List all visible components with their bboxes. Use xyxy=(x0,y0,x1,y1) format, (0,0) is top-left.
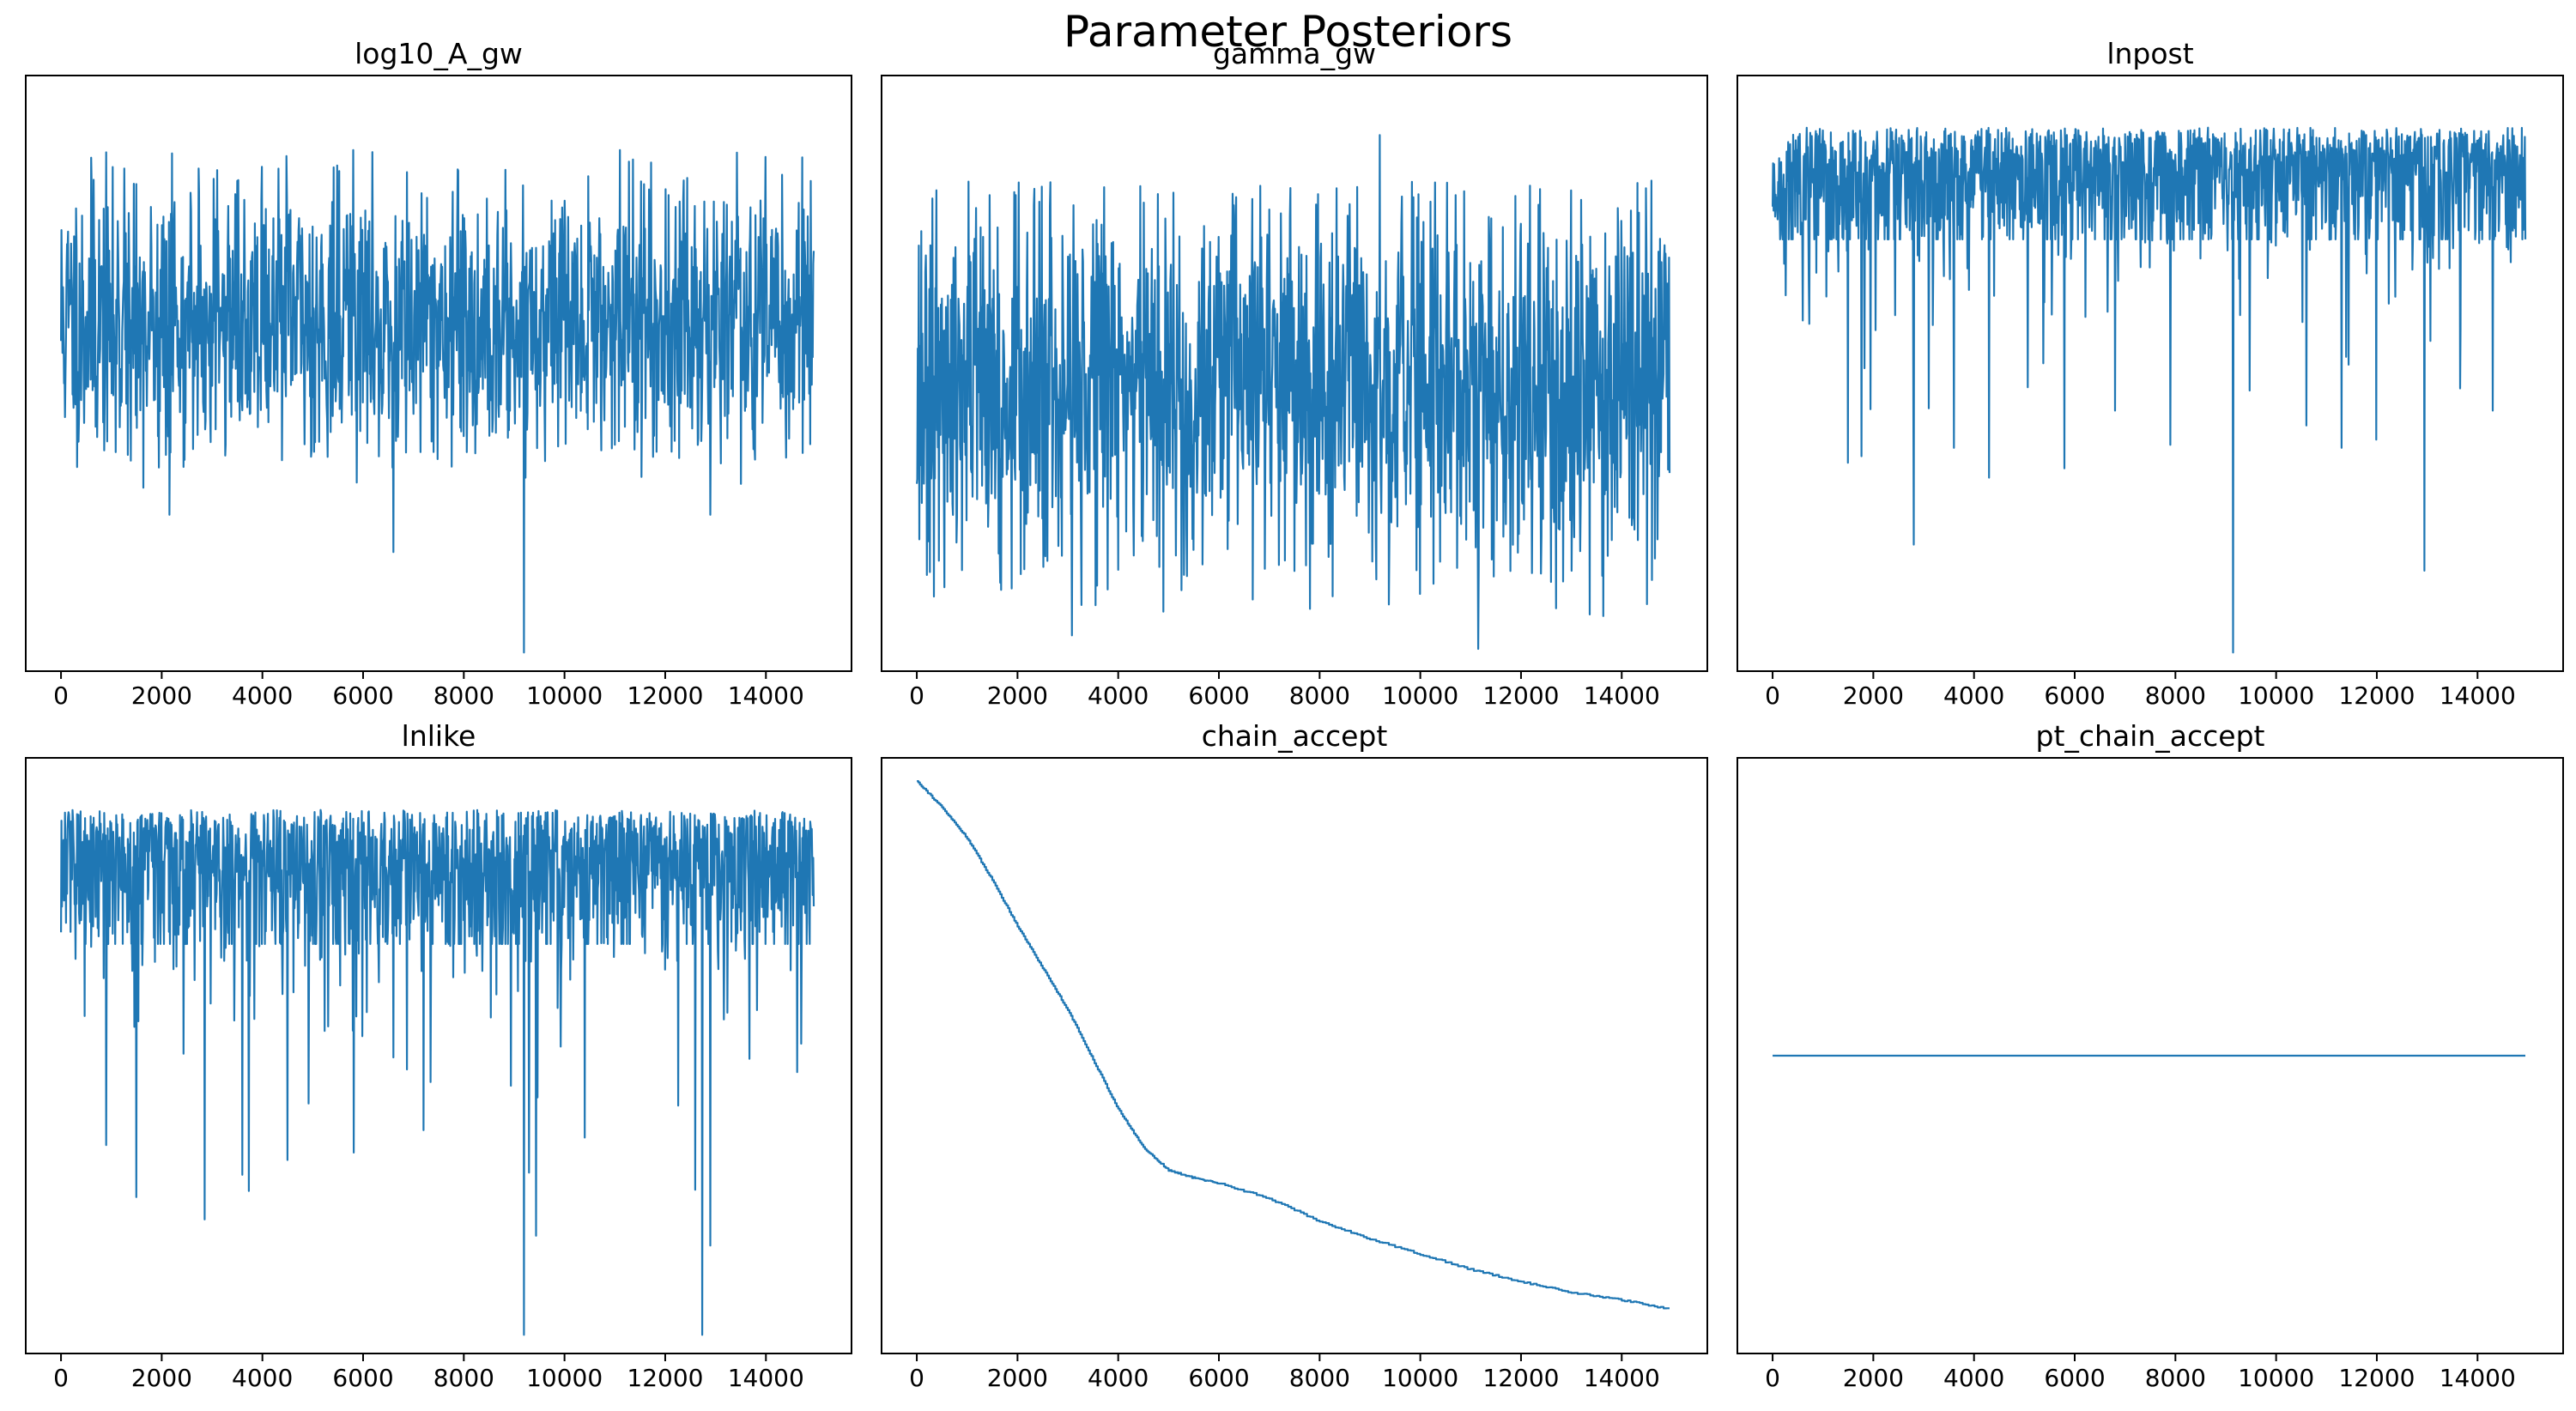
x-tick-label: 0 xyxy=(1765,1364,1780,1392)
subplot-title: lnpost xyxy=(2106,37,2193,70)
x-tick-label: 6000 xyxy=(1188,1364,1249,1392)
x-tick-label: 4000 xyxy=(1943,681,2004,710)
x-tick-label: 0 xyxy=(53,1364,69,1392)
x-tick-label: 14000 xyxy=(1584,681,1660,710)
axes-frame xyxy=(25,75,852,672)
series-line-chain-accept xyxy=(917,780,1670,1310)
x-tick-label: 4000 xyxy=(1088,1364,1149,1392)
x-tick-label: 8000 xyxy=(433,681,494,710)
x-tick-label: 8000 xyxy=(1289,1364,1350,1392)
series-line-gamma-gw xyxy=(916,134,1671,651)
series-line-log10-A-gw xyxy=(60,148,815,654)
x-tick-label: 2000 xyxy=(131,1364,192,1392)
x-tick-label: 14000 xyxy=(728,681,804,710)
axes-frame xyxy=(881,757,1708,1354)
figure-title: Parameter Posteriors xyxy=(1063,7,1513,57)
x-tick-label: 12000 xyxy=(1482,1364,1559,1392)
axes-frame xyxy=(881,75,1708,672)
x-tick-label: 6000 xyxy=(332,681,393,710)
x-tick-label: 2000 xyxy=(987,681,1048,710)
x-tick-label: 2000 xyxy=(1843,1364,1904,1392)
x-tick-label: 2000 xyxy=(131,681,192,710)
x-tick-label: 8000 xyxy=(1289,681,1350,710)
subplot-title: chain_accept xyxy=(1202,719,1388,753)
x-tick-label: 14000 xyxy=(2440,1364,2516,1392)
x-tick-label: 0 xyxy=(53,681,69,710)
x-tick-label: 6000 xyxy=(332,1364,393,1392)
subplot-gamma-gw: gamma_gw 0 2000 4000 6000 8000 10000 12000 14000 xyxy=(881,37,1708,710)
x-tick-label: 10000 xyxy=(1382,1364,1458,1392)
x-tick-label: 12000 xyxy=(2338,681,2415,710)
x-tick-label: 6000 xyxy=(1188,681,1249,710)
x-tick-label: 0 xyxy=(1765,681,1780,710)
x-tick-label: 12000 xyxy=(1482,681,1559,710)
x-tick-label: 0 xyxy=(909,681,924,710)
x-tick-label: 4000 xyxy=(1088,681,1149,710)
x-tick-label: 6000 xyxy=(2044,1364,2105,1392)
x-tick-label: 14000 xyxy=(728,1364,804,1392)
x-tick-label: 12000 xyxy=(2338,1364,2415,1392)
subplot-title: gamma_gw xyxy=(1213,37,1376,70)
x-tick-label: 4000 xyxy=(232,1364,293,1392)
subplot-lnpost: lnpost 0 2000 4000 6000 8000 10000 12000 14000 xyxy=(1737,37,2564,710)
series-line-lnpost xyxy=(1772,126,2527,654)
x-tick-label: 4000 xyxy=(1943,1364,2004,1392)
x-tick-label: 14000 xyxy=(1584,1364,1660,1392)
x-tick-label: 12000 xyxy=(627,681,703,710)
x-tick-label: 10000 xyxy=(2238,681,2314,710)
x-tick-label: 8000 xyxy=(2145,681,2206,710)
axes-frame xyxy=(1737,75,2564,672)
x-tick-label: 8000 xyxy=(2145,1364,2206,1392)
x-tick-label: 12000 xyxy=(627,1364,703,1392)
x-tick-label: 2000 xyxy=(987,1364,1048,1392)
subplot-pt-chain-accept: pt_chain_accept 0 2000 4000 6000 8000 10000 120… xyxy=(1737,719,2564,1392)
series-line-lnlike xyxy=(60,808,815,1336)
axes-frame xyxy=(1737,757,2564,1354)
subplot-title: log10_A_gw xyxy=(355,37,523,70)
x-tick-label: 6000 xyxy=(2044,681,2105,710)
x-tick-label: 14000 xyxy=(2440,681,2516,710)
x-tick-label: 2000 xyxy=(1843,681,1904,710)
x-tick-label: 0 xyxy=(909,1364,924,1392)
x-tick-label: 8000 xyxy=(433,1364,494,1392)
axes-frame xyxy=(25,757,852,1354)
subplot-title: pt_chain_accept xyxy=(2036,719,2265,753)
subplot-chain-accept: chain_accept 0 2000 4000 6000 8000 10000 12000 1… xyxy=(881,719,1708,1392)
subplot-title: lnlike xyxy=(402,719,476,753)
subplot-log10-A-gw: log10_A_gw 0 2000 4000 6000 8000 10000 12000 140… xyxy=(25,37,852,710)
x-tick-label: 10000 xyxy=(526,681,603,710)
x-tick-label: 10000 xyxy=(526,1364,603,1392)
x-tick-label: 4000 xyxy=(232,681,293,710)
x-tick-label: 10000 xyxy=(1382,681,1458,710)
subplot-lnlike: lnlike 0 2000 4000 6000 8000 10000 12000 14000 xyxy=(25,719,852,1392)
x-tick-label: 10000 xyxy=(2238,1364,2314,1392)
